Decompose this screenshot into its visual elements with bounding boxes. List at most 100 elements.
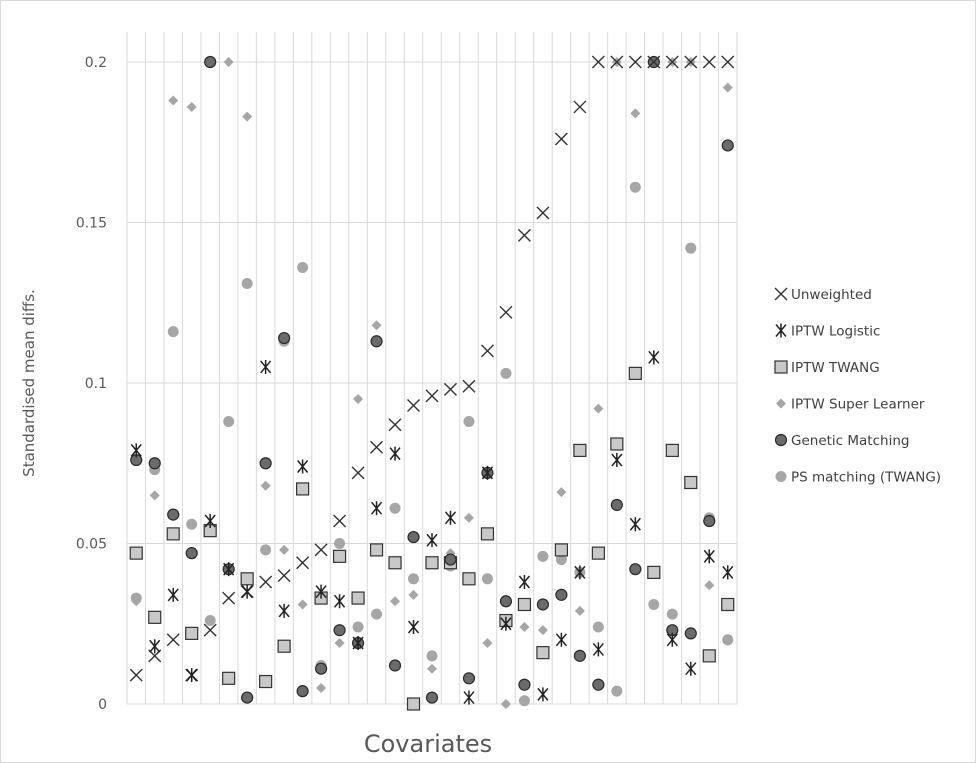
y-tick-label: 0.1: [85, 376, 107, 392]
point-iptw-logistic: [629, 517, 641, 532]
legend: Unweighted IPTW Logistic IPTW TWANG IPTW Su…: [774, 287, 941, 486]
y-tick-label: 0.2: [85, 55, 107, 71]
point-unweighted: [277, 569, 291, 583]
point-iptw-twang: [665, 443, 679, 458]
point-iptw-logistic: [611, 453, 623, 468]
point-iptw-twang: [425, 556, 439, 570]
point-unweighted: [499, 305, 513, 319]
point-ps-matching-twang: [611, 685, 623, 697]
point-unweighted: [425, 389, 439, 403]
point-iptw-twang: [351, 591, 365, 605]
point-iptw-logistic: [186, 668, 198, 683]
point-iptw-twang: [554, 543, 568, 557]
point-iptw-twang: [240, 572, 254, 586]
point-iptw-logistic: [574, 565, 586, 580]
point-iptw-logistic: [149, 639, 161, 654]
point-ps-matching-twang: [666, 608, 678, 620]
point-iptw-logistic: [666, 632, 678, 647]
point-unweighted: [443, 382, 457, 396]
point-iptw-logistic: [518, 575, 531, 590]
point-iptw-twang: [148, 610, 162, 624]
point-iptw-super-learner: [537, 625, 548, 636]
point-iptw-logistic: [555, 632, 567, 647]
point-iptw-logistic: [481, 465, 494, 480]
point-unweighted: [333, 514, 347, 528]
point-genetic-matching: [573, 649, 586, 662]
point-genetic-matching: [425, 691, 439, 704]
point-iptw-twang: [296, 482, 310, 496]
point-iptw-logistic: [130, 443, 142, 458]
point-iptw-twang: [684, 475, 698, 490]
legend-marker-iptw-twang: [774, 360, 788, 374]
point-genetic-matching: [592, 678, 605, 691]
legend-label-iptw-super-learner: IPTW Super Learner: [791, 397, 925, 413]
point-genetic-matching: [278, 331, 291, 345]
point-unweighted: [573, 100, 587, 114]
point-genetic-matching: [204, 55, 217, 69]
point-genetic-matching: [370, 335, 383, 348]
point-iptw-logistic: [648, 350, 660, 365]
point-iptw-logistic: [444, 510, 457, 525]
legend-label-genetic-matching: Genetic Matching: [791, 433, 909, 449]
point-unweighted: [222, 591, 236, 605]
legend-marker-iptw-logistic: [775, 323, 787, 338]
point-unweighted: [684, 55, 698, 69]
point-iptw-twang: [222, 671, 236, 685]
point-iptw-twang: [259, 674, 273, 689]
data-points: [129, 55, 735, 711]
x-axis-title: Covariates: [364, 730, 492, 758]
point-iptw-twang: [277, 639, 291, 653]
point-unweighted: [259, 575, 273, 589]
point-genetic-matching: [684, 627, 697, 640]
legend-marker-iptw-super-learner: [776, 398, 786, 409]
point-iptw-twang: [166, 527, 180, 541]
point-iptw-logistic: [592, 642, 604, 657]
point-genetic-matching: [610, 498, 623, 512]
point-genetic-matching: [518, 678, 531, 691]
point-iptw-super-learner: [334, 638, 345, 649]
point-iptw-logistic: [407, 619, 420, 634]
point-iptw-super-learner: [186, 101, 197, 112]
point-genetic-matching: [167, 508, 180, 521]
point-ps-matching-twang: [537, 550, 549, 562]
point-ps-matching-twang: [722, 634, 734, 646]
point-unweighted: [480, 344, 494, 358]
point-iptw-logistic: [315, 584, 327, 599]
point-iptw-twang: [721, 597, 735, 612]
y-axis-title: Standardised mean diffs.: [20, 289, 38, 477]
y-axis-ticks: 0 0.05 0.1 0.15 0.2: [76, 55, 107, 713]
point-ps-matching-twang: [408, 573, 420, 585]
point-iptw-logistic: [370, 501, 383, 516]
point-genetic-matching: [703, 514, 716, 528]
point-iptw-logistic: [352, 636, 364, 651]
point-iptw-super-learner: [482, 638, 493, 649]
point-iptw-super-learner: [279, 544, 290, 555]
point-iptw-twang: [517, 597, 532, 612]
point-genetic-matching: [462, 672, 476, 685]
point-ps-matching-twang: [629, 181, 641, 193]
point-iptw-super-learner: [390, 596, 401, 607]
point-iptw-twang: [610, 437, 624, 451]
point-genetic-matching: [444, 553, 457, 566]
point-genetic-matching: [333, 624, 346, 637]
point-unweighted: [554, 132, 568, 146]
point-iptw-logistic: [278, 603, 290, 618]
point-ps-matching-twang: [685, 242, 697, 254]
point-iptw-twang: [462, 572, 476, 586]
point-iptw-super-learner: [223, 57, 234, 67]
point-iptw-logistic: [167, 587, 179, 602]
point-iptw-logistic: [297, 459, 309, 474]
point-iptw-logistic: [333, 594, 346, 609]
point-genetic-matching: [314, 662, 328, 675]
point-iptw-super-learner: [316, 682, 327, 693]
point-iptw-logistic: [204, 514, 216, 529]
point-iptw-super-learner: [168, 95, 179, 106]
point-unweighted: [702, 55, 716, 69]
point-iptw-twang: [591, 546, 605, 560]
point-iptw-super-learner: [593, 403, 604, 414]
y-tick-label: 0.15: [76, 216, 107, 232]
point-ps-matching-twang: [297, 261, 309, 273]
point-iptw-super-learner: [722, 82, 733, 93]
